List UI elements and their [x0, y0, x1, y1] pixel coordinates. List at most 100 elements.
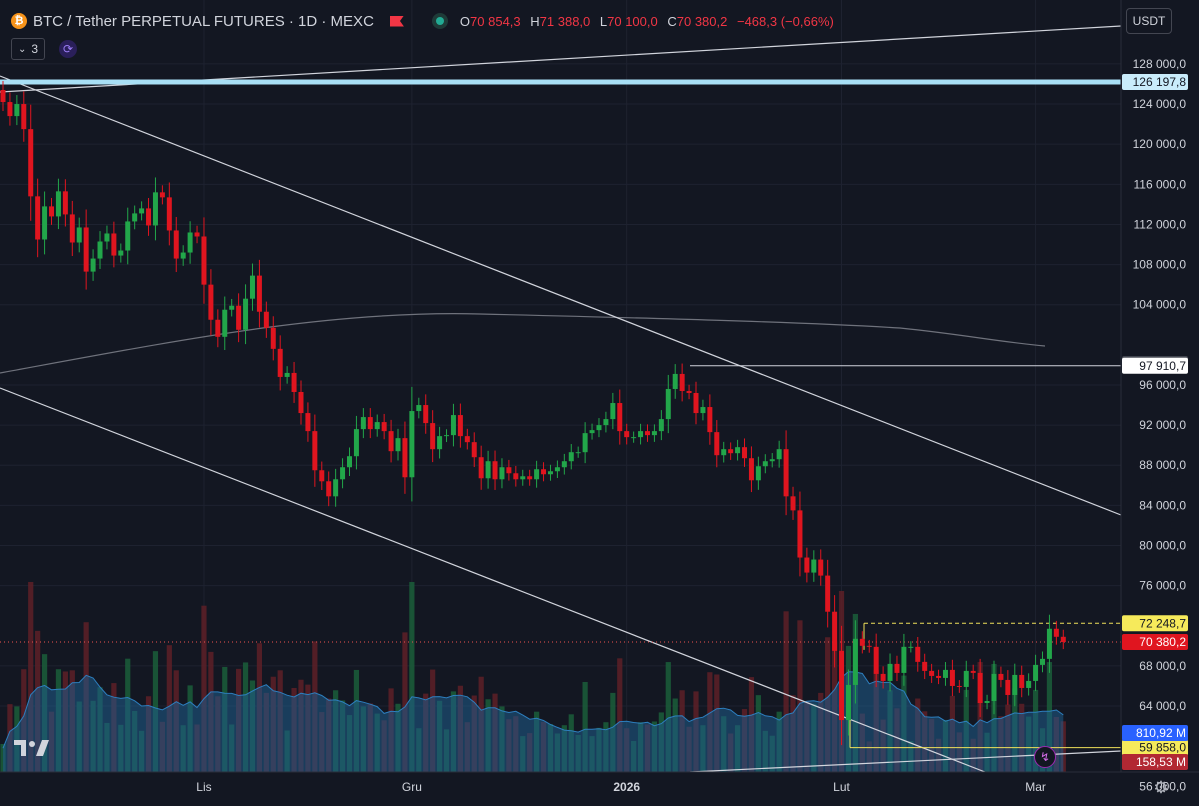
price-axis-background: [1121, 0, 1199, 806]
price-tag-bg: [1122, 634, 1188, 651]
candle: [69, 214, 75, 243]
indicator-row: ⌄ 3 ⟳: [11, 38, 78, 60]
volume-bar: [783, 611, 789, 772]
trendline-resistance: [0, 75, 1122, 516]
candle: [1026, 680, 1032, 688]
currency-selector[interactable]: USDT: [1126, 8, 1172, 34]
candle: [360, 417, 366, 430]
candle: [963, 670, 969, 687]
candle: [450, 415, 456, 436]
candle: [956, 685, 962, 687]
candle: [929, 670, 935, 676]
y-tick-label: 128 000,0: [1133, 57, 1187, 71]
candle: [270, 327, 276, 349]
chart-header: ₿ BTC / Tether PERPETUAL FUTURES · 1D · …: [0, 8, 840, 34]
candle: [97, 241, 103, 259]
candle: [714, 432, 720, 456]
candle: [797, 510, 803, 558]
indicator-count: 3: [31, 42, 39, 56]
chevron-down-icon: ⌄: [18, 43, 27, 55]
candle: [672, 373, 678, 389]
moving-average-line: [0, 313, 1046, 374]
candle: [222, 309, 228, 337]
x-tick-label: 2026: [613, 780, 640, 794]
volume-tag: 158,53 M: [1136, 755, 1186, 769]
candle: [908, 646, 914, 648]
candle: [790, 496, 796, 511]
lightning-icon[interactable]: ↯: [1034, 746, 1056, 768]
candle: [194, 232, 200, 237]
candle: [1005, 679, 1011, 695]
candle: [984, 701, 990, 704]
gear-icon[interactable]: ⚙: [1153, 778, 1169, 797]
ohlc-open-value: 70 854,3: [470, 13, 521, 29]
ohlc-values: O70 854,3 H71 388,0 L70 100,0 C70 380,2 …: [460, 14, 840, 29]
candle: [527, 476, 533, 480]
y-tick-label: 68 000,0: [1139, 659, 1186, 673]
candle: [631, 437, 637, 439]
symbol-title[interactable]: BTC / Tether PERPETUAL FUTURES · 1D · ME…: [33, 12, 374, 30]
candle: [333, 479, 339, 497]
candle: [132, 213, 138, 222]
candle: [658, 419, 664, 432]
candle: [83, 227, 89, 272]
candle: [208, 284, 214, 320]
candle: [977, 672, 983, 704]
candle: [852, 638, 858, 685]
candle: [589, 430, 595, 434]
candle: [291, 372, 297, 392]
candle: [243, 298, 249, 330]
y-tick-label: 76 000,0: [1139, 579, 1186, 593]
volume-bar: [797, 620, 803, 772]
trendline-lower-channel: [0, 387, 986, 773]
candle: [804, 557, 810, 573]
candle: [7, 102, 13, 117]
candle: [437, 436, 443, 450]
candle: [347, 456, 352, 468]
market-open-dot-icon[interactable]: [431, 13, 448, 29]
candle: [395, 438, 401, 452]
volume-bar: [201, 605, 207, 772]
candle: [305, 413, 311, 432]
candle: [478, 457, 484, 479]
candle: [825, 575, 831, 612]
candle: [700, 407, 706, 414]
y-tick-label: 108 000,0: [1133, 258, 1187, 272]
price-tag-bg: [1122, 615, 1188, 632]
candle: [152, 192, 158, 226]
flag-icon[interactable]: [389, 15, 404, 27]
candle: [409, 411, 415, 478]
candle: [638, 431, 644, 438]
candles-layer: [0, 81, 1066, 746]
x-tick-label: Mar: [1025, 780, 1046, 794]
candle: [859, 638, 865, 646]
y-tick-label: 124 000,0: [1133, 97, 1187, 111]
candle: [735, 447, 741, 454]
candle: [520, 476, 526, 480]
candle: [513, 473, 519, 480]
volume-tag-bg: [1122, 754, 1188, 770]
candle: [367, 417, 373, 430]
candle: [402, 438, 408, 478]
tradingview-logo[interactable]: [14, 736, 50, 760]
candle: [319, 470, 325, 482]
candle: [1012, 674, 1018, 695]
candle: [651, 431, 657, 436]
candle: [236, 305, 242, 330]
candle: [644, 431, 650, 436]
candle: [541, 469, 547, 475]
candle: [457, 415, 463, 437]
collapse-indicators-button[interactable]: ⌄ 3: [11, 38, 46, 60]
y-tick-label: 64 000,0: [1139, 699, 1186, 713]
sync-icon[interactable]: ⟳: [59, 40, 78, 58]
candle: [596, 425, 602, 431]
candle: [693, 392, 699, 414]
volume-bar: [409, 582, 415, 772]
candle: [430, 423, 436, 450]
y-tick-label: 96 000,0: [1139, 378, 1186, 392]
volume-tag: 810,92 M: [1136, 726, 1186, 740]
candle: [125, 221, 131, 251]
candle: [742, 447, 748, 459]
